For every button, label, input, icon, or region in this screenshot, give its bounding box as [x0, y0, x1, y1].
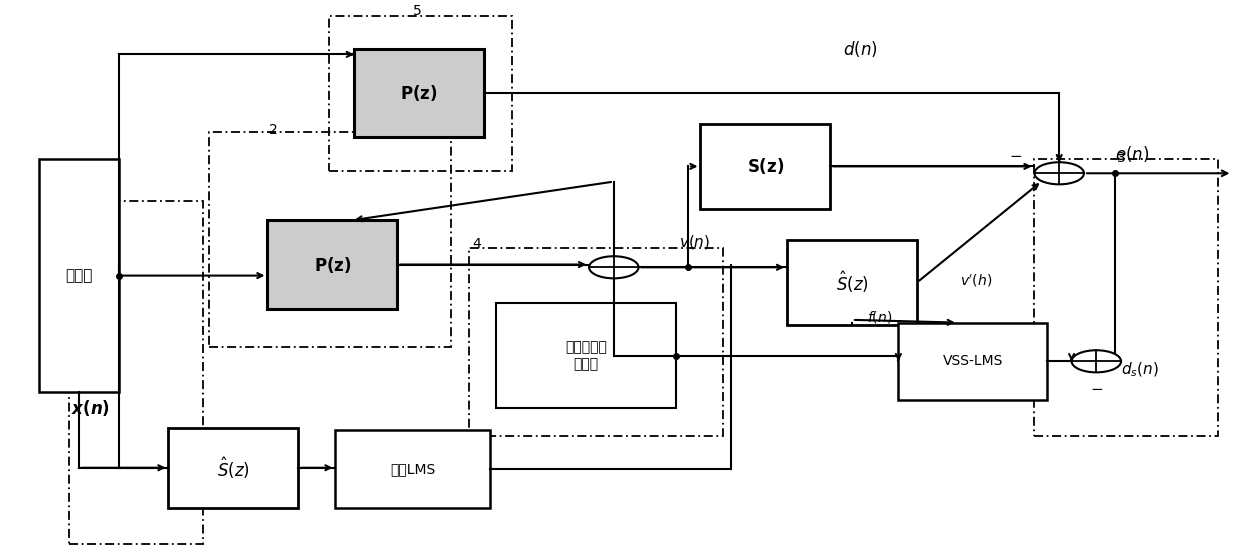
Text: $\mathbf{P(z)}$: $\mathbf{P(z)}$ — [314, 254, 351, 274]
Bar — [69, 201, 203, 544]
Text: $d_s(n)$: $d_s(n)$ — [1121, 361, 1159, 379]
Text: $-$: $-$ — [1009, 147, 1022, 162]
Text: 2: 2 — [269, 124, 278, 138]
Bar — [1034, 159, 1218, 436]
Bar — [336, 430, 490, 508]
Text: 3: 3 — [1117, 151, 1126, 165]
Text: $f(n)$: $f(n)$ — [868, 309, 893, 325]
Text: 4: 4 — [472, 236, 481, 250]
Bar — [210, 132, 450, 348]
Text: $d(n)$: $d(n)$ — [843, 39, 878, 59]
Text: $v(n)$: $v(n)$ — [680, 233, 711, 250]
Text: $\mathbf{P(z)}$: $\mathbf{P(z)}$ — [401, 83, 438, 103]
Bar — [38, 159, 119, 392]
Text: $-$: $-$ — [1090, 380, 1102, 395]
Text: 白噪声信号
发生器: 白噪声信号 发生器 — [565, 340, 606, 371]
Bar — [353, 49, 484, 138]
Text: $\boldsymbol{x(n)}$: $\boldsymbol{x(n)}$ — [71, 399, 110, 418]
Bar — [898, 323, 1047, 400]
Text: $\hat{S}(z)$: $\hat{S}(z)$ — [217, 455, 249, 481]
Text: $v'(h)$: $v'(h)$ — [960, 273, 992, 289]
Circle shape — [1034, 162, 1084, 184]
Text: $\mathbf{S(z)}$: $\mathbf{S(z)}$ — [746, 157, 784, 177]
Text: 动量LMS: 动量LMS — [391, 462, 435, 476]
Text: $\hat{S}(z)$: $\hat{S}(z)$ — [836, 269, 868, 295]
Circle shape — [589, 256, 639, 278]
Text: VSS-LMS: VSS-LMS — [942, 354, 1003, 368]
Bar — [268, 220, 397, 309]
Bar — [787, 240, 916, 325]
Bar — [469, 248, 723, 436]
Text: $e(n)$: $e(n)$ — [1115, 144, 1149, 164]
Bar — [330, 16, 512, 170]
Circle shape — [1071, 350, 1121, 372]
Text: 1: 1 — [73, 192, 83, 206]
Text: 噪声源: 噪声源 — [64, 268, 93, 283]
Bar — [496, 303, 676, 408]
Bar — [701, 124, 831, 209]
Text: 5: 5 — [413, 4, 422, 18]
Bar — [169, 428, 299, 508]
